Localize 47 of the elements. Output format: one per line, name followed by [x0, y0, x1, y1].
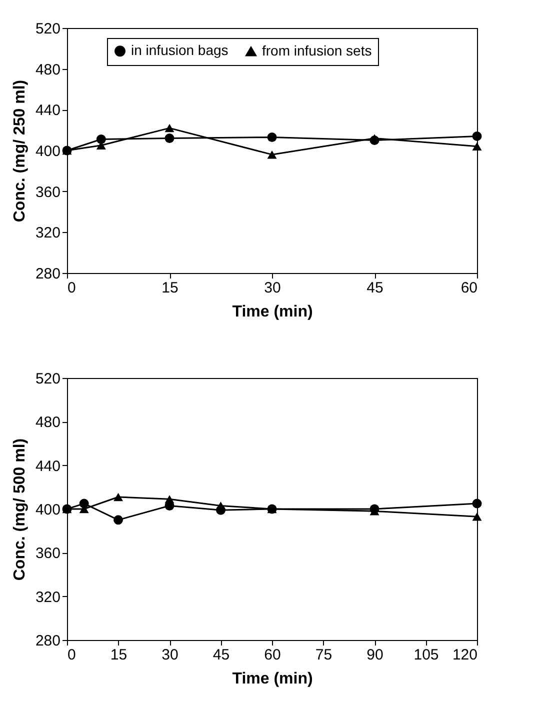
y-tick-label: 480 — [35, 61, 60, 78]
x-tick-label: 15 — [110, 646, 128, 664]
x-tick-label: 30 — [162, 646, 178, 664]
y-tick-label: 320 — [35, 588, 60, 606]
y-tick-label: 440 — [35, 102, 60, 120]
y-tick-label: 280 — [35, 632, 60, 650]
point — [267, 150, 277, 159]
point — [267, 132, 277, 142]
y-tick-label: 320 — [35, 224, 60, 242]
x-axis-title: Time (min) — [232, 670, 313, 688]
y-tick-label: 360 — [35, 545, 60, 562]
point — [472, 142, 482, 151]
point — [370, 134, 380, 142]
x-tick-label: 75 — [315, 646, 332, 664]
point — [96, 134, 106, 144]
x-axis-title: Time (min) — [232, 304, 313, 320]
x-tick-label: 120 — [452, 646, 478, 664]
x-tick-label: 30 — [264, 280, 281, 296]
point — [164, 124, 174, 132]
point — [472, 131, 482, 141]
point — [472, 498, 482, 508]
x-tick-label: 60 — [264, 646, 281, 664]
x-tick-label: 45 — [212, 646, 230, 664]
y-tick-label: 480 — [35, 414, 60, 432]
x-tick-label: 45 — [366, 280, 384, 296]
y-tick-label: 440 — [35, 458, 60, 475]
point — [114, 515, 123, 525]
y-tick-label: 520 — [35, 370, 60, 388]
y-axis-title: Conc. (mg/ 250 ml) — [11, 80, 28, 222]
point — [164, 134, 174, 143]
x-tick-label: 0 — [68, 646, 76, 664]
y-axis-title: Conc. (mg/ 500 ml) — [11, 438, 28, 581]
legend-label: from infusion sets — [262, 42, 372, 58]
point — [114, 492, 123, 502]
x-tick-label: 15 — [162, 280, 178, 296]
x-tick-label: 0 — [68, 280, 76, 296]
x-tick-label: 90 — [366, 646, 384, 664]
x-tick-label: 105 — [414, 646, 439, 664]
legend-label: in infusion bags — [131, 42, 228, 58]
y-tick-label: 520 — [35, 20, 60, 38]
point — [164, 495, 174, 504]
y-tick-label: 400 — [35, 143, 60, 160]
y-tick-label: 400 — [35, 502, 60, 518]
y-tick-label: 360 — [35, 184, 60, 201]
point — [472, 512, 482, 521]
x-tick-label: 60 — [460, 280, 478, 296]
y-tick-label: 280 — [35, 266, 60, 282]
